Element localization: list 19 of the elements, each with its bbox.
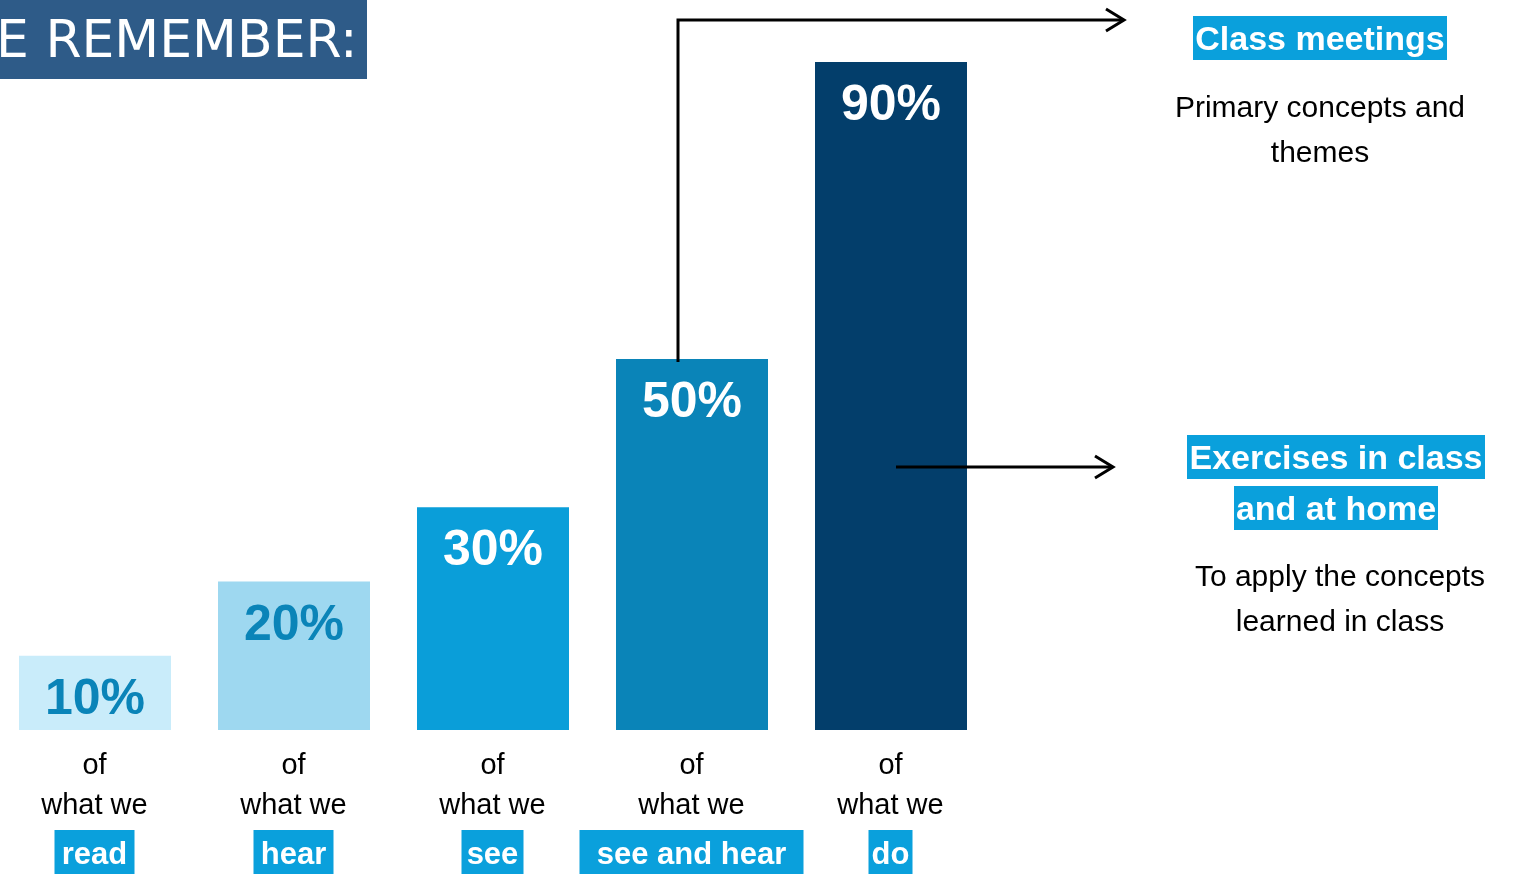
data-label: 90%: [840, 75, 942, 131]
bar: [616, 358, 768, 730]
bar: [417, 507, 569, 730]
chart-title: E REMEMBER:: [0, 0, 367, 79]
bar: [815, 62, 967, 730]
x-tick-label: of what we do: [836, 748, 944, 871]
text: Class meetings: [1193, 16, 1447, 60]
text: Primary concepts and themes: [1174, 90, 1466, 168]
x-tick-label: of what we see: [438, 748, 546, 871]
x-tick-label: of what we hear: [239, 748, 347, 871]
data-label: 30%: [442, 520, 544, 577]
text: Exercises in class and at home: [1187, 435, 1485, 530]
bar: [218, 581, 370, 730]
data-label: 20%: [243, 594, 345, 651]
x-tick-label: of what we read: [40, 748, 148, 871]
data-label: 10%: [44, 668, 146, 725]
data-label: 50%: [641, 371, 743, 428]
text: To apply the concepts learned in class: [1194, 559, 1486, 637]
x-tick-label: of what we see and hear: [596, 748, 787, 871]
